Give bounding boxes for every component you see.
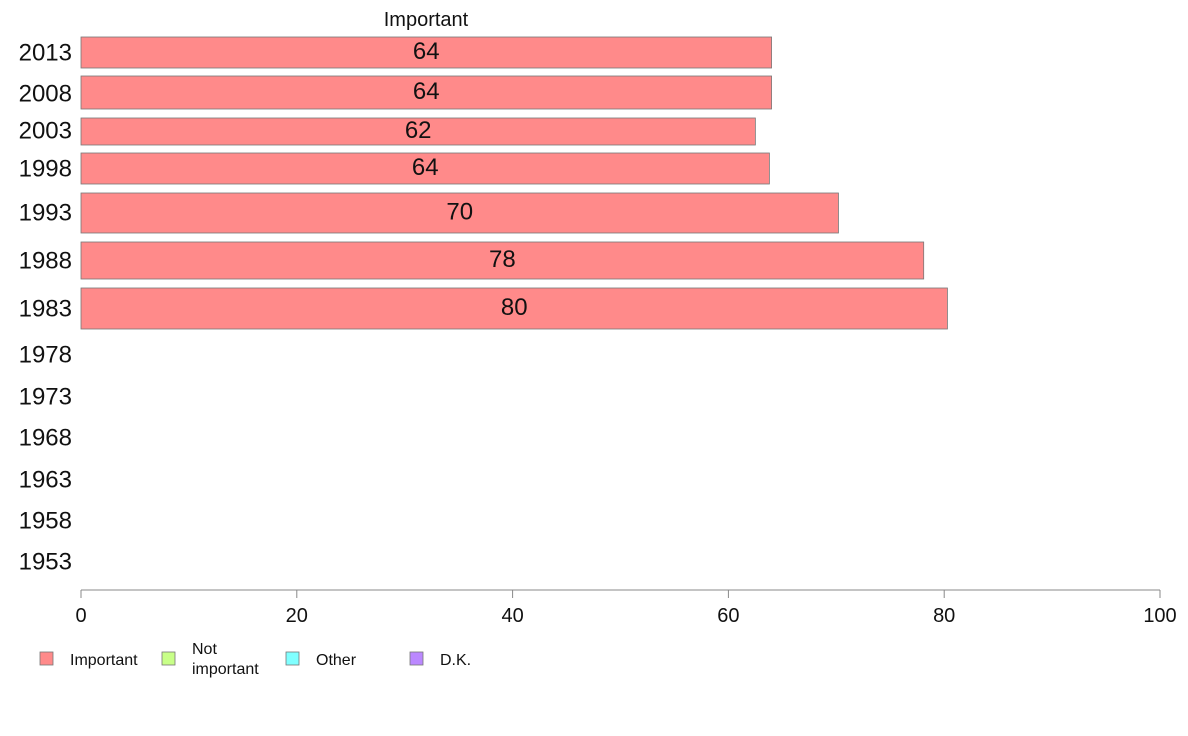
category-label: 1968 [19, 424, 72, 451]
legend-swatch [285, 651, 300, 666]
category-label: 1983 [19, 295, 72, 322]
bar-value-label: 64 [413, 78, 440, 105]
bar [80, 117, 756, 146]
category-labels: 2013 2008 2003 1998 1993 1988 1983 1978 1973 1968… [19, 39, 72, 575]
legend-swatch [161, 651, 176, 666]
x-tick-label: 100 [1143, 605, 1176, 627]
bar-value-label: 70 [446, 198, 473, 225]
category-label: 1963 [19, 466, 72, 493]
legend-swatch [39, 651, 54, 666]
bar [80, 241, 925, 280]
x-tick-label: 0 [75, 605, 86, 627]
category-label: 2008 [19, 80, 72, 107]
legend-label: Not important [192, 641, 259, 678]
bar [80, 36, 772, 69]
category-label: 1998 [19, 155, 72, 182]
legend-label: D.K. [440, 652, 471, 669]
category-label: 2013 [19, 39, 72, 66]
legend-swatch [409, 651, 424, 666]
bar-value-label: 62 [405, 117, 432, 144]
category-label: 1973 [19, 383, 72, 410]
bar-value-label: 64 [412, 154, 439, 181]
bar [80, 152, 770, 185]
legend-label: Other [316, 652, 357, 669]
bar [80, 75, 772, 110]
bar-value-label: 64 [413, 38, 440, 65]
bar [80, 287, 948, 330]
x-axis-ticks: 0 20 40 60 80 100 [75, 590, 1177, 627]
x-tick-label: 20 [286, 605, 308, 627]
series-heading: Important [384, 9, 469, 31]
legend: Important Not important Other D.K. [39, 641, 471, 678]
bars-group: 64 64 62 64 70 78 80 [80, 36, 948, 330]
x-tick-label: 80 [933, 605, 955, 627]
category-label: 1993 [19, 199, 72, 226]
category-label: 1988 [19, 247, 72, 274]
category-label: 2003 [19, 117, 72, 144]
category-label: 1953 [19, 548, 72, 575]
x-tick-label: 60 [717, 605, 739, 627]
category-label: 1978 [19, 341, 72, 368]
x-tick-label: 40 [501, 605, 523, 627]
bar [80, 192, 839, 234]
bar-value-label: 78 [489, 246, 516, 273]
category-label: 1958 [19, 507, 72, 534]
legend-label: Important [70, 652, 138, 669]
bar-value-label: 80 [501, 294, 528, 321]
